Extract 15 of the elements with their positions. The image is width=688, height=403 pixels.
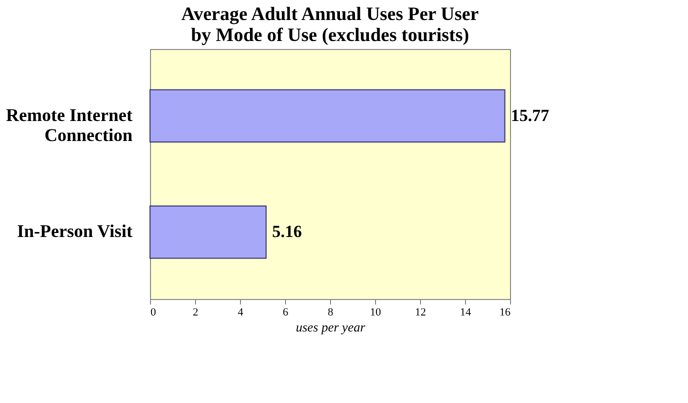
data-label: 5.16 <box>272 222 302 242</box>
x-tick-label: 6 <box>282 306 289 318</box>
data-label: 15.77 <box>510 106 550 125</box>
x-tick-label: 8 <box>328 306 334 318</box>
y-tick-label: In-Person Visit <box>16 221 132 242</box>
x-tick-label: 16 <box>500 306 511 318</box>
x-axis-title: uses per year <box>296 320 366 334</box>
y-tick-label: Remote Internet Connection <box>6 104 132 145</box>
x-tick-label: 12 <box>415 306 426 318</box>
x-tick-label: 2 <box>192 306 198 318</box>
x-tick-label: 14 <box>460 306 472 318</box>
x-tick-label: 4 <box>238 306 244 318</box>
x-tick-label: 0 <box>150 306 156 318</box>
x-tick-label: 10 <box>370 306 382 318</box>
chart-title: Average Adult Annual Uses Per User by Mode of Use (excludes tourists) <box>181 4 480 46</box>
